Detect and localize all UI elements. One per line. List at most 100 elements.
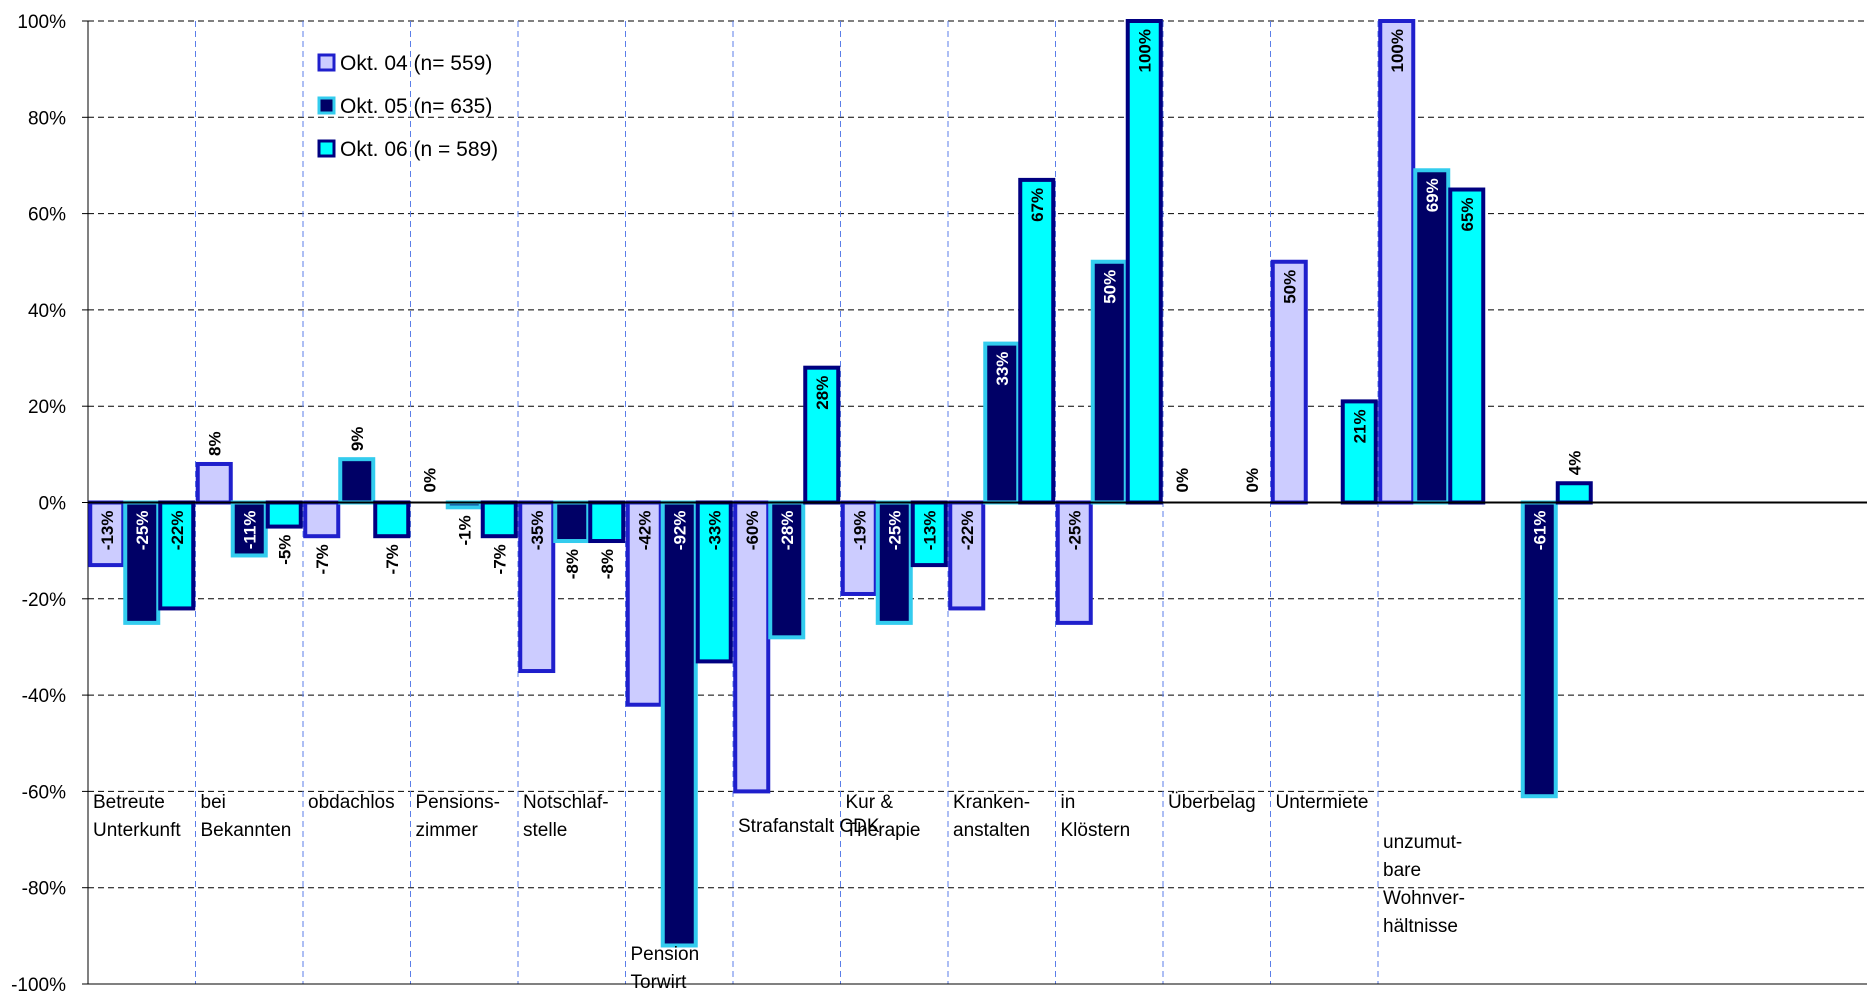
data-label: -11% <box>240 511 259 550</box>
data-label: 21% <box>1350 409 1369 443</box>
category-label: obdachlos <box>308 792 395 813</box>
bar-series-1 <box>840 500 878 596</box>
category-label: stelle <box>523 820 567 841</box>
bar-series-3 <box>1018 177 1056 505</box>
y-tick-label: -100% <box>11 975 66 996</box>
legend-swatch <box>317 139 336 158</box>
y-tick-label: 100% <box>17 12 66 33</box>
data-label: 33% <box>993 352 1012 386</box>
bar-series-3 <box>1555 481 1593 505</box>
category-label: Kur & <box>846 792 894 813</box>
bar-series-2 <box>553 500 591 544</box>
category-label: Notschlaf- <box>523 792 609 813</box>
data-label: -22% <box>168 511 187 551</box>
bar-series-3 <box>695 500 733 664</box>
bar-series-1 <box>948 500 986 611</box>
bar-series-1 <box>1270 259 1308 505</box>
data-label: -42% <box>635 511 654 551</box>
data-label: -28% <box>778 511 797 551</box>
legend-label: Okt. 05 (n= 635) <box>340 95 492 118</box>
data-label: -25% <box>885 511 904 551</box>
category-label: bei <box>201 792 226 813</box>
bars <box>88 19 1593 948</box>
category-label: Wohnver- <box>1383 888 1465 909</box>
y-tick-label: 20% <box>28 397 66 418</box>
bar-series-2 <box>1413 168 1451 505</box>
category-label: Strafanstalt CDK <box>738 816 880 837</box>
y-tick-label: -20% <box>22 590 66 611</box>
bar-series-2 <box>338 457 376 505</box>
data-label: -8% <box>598 549 617 579</box>
data-label: -8% <box>563 549 582 579</box>
category-label: zimmer <box>416 820 479 841</box>
legend-swatch <box>317 96 336 115</box>
bar-series-2 <box>660 500 698 948</box>
data-label: -35% <box>528 511 547 551</box>
data-label: 0% <box>1173 468 1192 493</box>
legend-label: Okt. 06 (n = 589) <box>340 138 498 161</box>
y-tick-label: -60% <box>22 782 66 803</box>
bar-series-1 <box>625 500 663 707</box>
legend: Okt. 04 (n= 559) Okt. 05 (n= 635) Okt. 06 … <box>317 52 498 161</box>
category-label: Überbelag <box>1168 792 1256 813</box>
y-tick-label: -80% <box>22 879 66 900</box>
category-label: Pensions- <box>416 792 501 813</box>
data-label: -7% <box>313 544 332 574</box>
data-label: 50% <box>1100 270 1119 304</box>
data-label: 28% <box>813 376 832 410</box>
data-label: -19% <box>850 511 869 551</box>
bar-series-1 <box>195 461 233 505</box>
category-label: Klöstern <box>1061 820 1131 841</box>
data-label: 100% <box>1135 29 1154 72</box>
data-label: 4% <box>1565 451 1584 476</box>
data-labels: -13% 8% -7% 0% -35% -42% -60% -19% -22% -25% 0% 50%… <box>98 29 1585 579</box>
category-labels: Betreute Unterkunft bei Bekannten obdachlos P… <box>93 792 1465 993</box>
category-label: Kranken- <box>953 792 1030 813</box>
bar-series-3 <box>1125 19 1163 505</box>
data-label: 67% <box>1028 188 1047 222</box>
data-label: -25% <box>1065 511 1084 551</box>
y-tick-label: 80% <box>28 108 66 129</box>
data-label: -92% <box>670 511 689 551</box>
category-label: anstalten <box>953 820 1030 841</box>
bar-series-1 <box>733 500 771 794</box>
data-label: 9% <box>348 427 367 452</box>
bar-series-1 <box>88 500 126 568</box>
legend-label: Okt. 04 (n= 559) <box>340 52 492 75</box>
category-label: hältnisse <box>1383 916 1458 937</box>
bar-series-3 <box>373 500 411 539</box>
category-label: Therapie <box>846 820 921 841</box>
category-label: bare <box>1383 860 1421 881</box>
category-label: Torwirt <box>631 972 688 993</box>
bar-series-1 <box>303 500 341 539</box>
data-label: -7% <box>490 544 509 574</box>
data-label: 69% <box>1423 178 1442 212</box>
data-label: -33% <box>705 511 724 551</box>
category-label: in <box>1061 792 1076 813</box>
bar-series-3 <box>265 500 303 529</box>
data-label: -13% <box>98 511 117 551</box>
bar-series-3 <box>480 500 518 539</box>
data-label: -7% <box>383 544 402 574</box>
y-tick-label: 0% <box>39 494 67 515</box>
data-label: 0% <box>1243 468 1262 493</box>
data-label: 0% <box>420 468 439 493</box>
bar-series-2 <box>875 500 913 625</box>
bar-series-3 <box>1448 187 1486 505</box>
category-label: unzumut- <box>1383 832 1462 853</box>
category-label: Unterkunft <box>93 820 181 841</box>
data-label: -13% <box>920 511 939 551</box>
category-label: Untermiete <box>1276 792 1369 813</box>
data-label: 8% <box>205 431 224 456</box>
bar-series-1 <box>1055 500 1093 625</box>
data-label: -22% <box>958 511 977 551</box>
legend-swatch <box>317 53 336 72</box>
data-label: -1% <box>455 515 474 545</box>
data-label: 65% <box>1458 198 1477 232</box>
data-label: 50% <box>1280 270 1299 304</box>
data-label: 100% <box>1388 29 1407 72</box>
data-label: -25% <box>133 511 152 551</box>
y-tick-label: 60% <box>28 205 66 226</box>
data-label: -5% <box>275 535 294 565</box>
